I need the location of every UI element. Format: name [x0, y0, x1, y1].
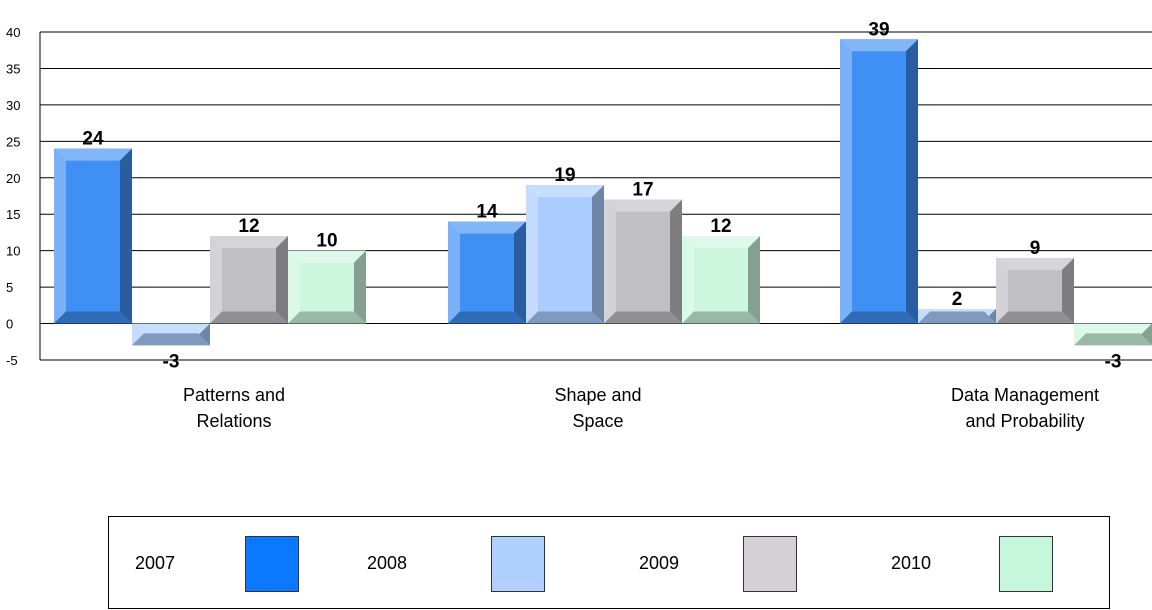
category-label: Data Management [951, 385, 1099, 405]
data-label: 12 [710, 216, 731, 237]
data-label: 12 [238, 216, 259, 237]
bar-2007-2 [840, 39, 918, 324]
y-tick-label: 20 [6, 171, 20, 186]
bar-2009-1 [604, 199, 682, 324]
bar-2009-0 [210, 236, 288, 324]
data-label: 24 [82, 129, 104, 150]
y-tick-label: 10 [6, 244, 20, 259]
chart-legend: 2007 2008 2009 2010 [108, 516, 1110, 609]
data-label: 10 [316, 231, 337, 252]
bar-2008-0 [132, 323, 210, 346]
y-tick-label: 15 [6, 207, 20, 222]
bar-chart: 40 35 30 25 20 15 10 5 0 -5 24 14 39 -3 19 2 12 17 9 10 12 -3… [6, 19, 1152, 431]
category-label: Space [572, 411, 623, 431]
legend-label-2008: 2008 [367, 553, 408, 573]
data-label: 39 [868, 19, 889, 40]
category-label: and Probability [965, 411, 1084, 431]
data-label: 19 [554, 165, 575, 186]
category-label: Patterns and [183, 385, 285, 405]
category-label: Shape and [554, 385, 641, 405]
category-label: Relations [196, 411, 271, 431]
y-tick-label: 25 [6, 134, 20, 149]
bar-2008-2 [918, 308, 996, 324]
y-tick-label: 0 [6, 317, 13, 332]
bar-2010-2 [1074, 323, 1152, 346]
legend-label-2010: 2010 [891, 553, 932, 573]
y-tick-label: -5 [6, 353, 18, 368]
legend-label-2009: 2009 [639, 553, 680, 573]
bar-2007-1 [448, 221, 526, 324]
legend-swatch-2009 [743, 536, 797, 592]
bar-2007-0 [54, 148, 132, 324]
bar-2009-2 [996, 257, 1074, 324]
y-tick-label: 5 [6, 280, 13, 295]
y-tick-label: 35 [6, 61, 20, 76]
bar-2010-0 [288, 250, 366, 324]
legend-swatch-2007 [245, 536, 299, 592]
y-tick-label: 30 [6, 98, 20, 113]
y-tick-label: 40 [6, 25, 20, 40]
data-label: 17 [632, 180, 653, 201]
legend-swatch-2008 [491, 536, 545, 592]
bar-2010-1 [682, 236, 760, 324]
bar-2008-1 [526, 185, 604, 324]
legend-label-2007: 2007 [135, 553, 176, 573]
data-label: 14 [476, 202, 498, 223]
data-label: 2 [952, 289, 963, 310]
data-label: -3 [163, 351, 180, 372]
legend-swatch-2010 [999, 536, 1053, 592]
data-label: 9 [1030, 238, 1041, 259]
data-label: -3 [1105, 351, 1122, 372]
